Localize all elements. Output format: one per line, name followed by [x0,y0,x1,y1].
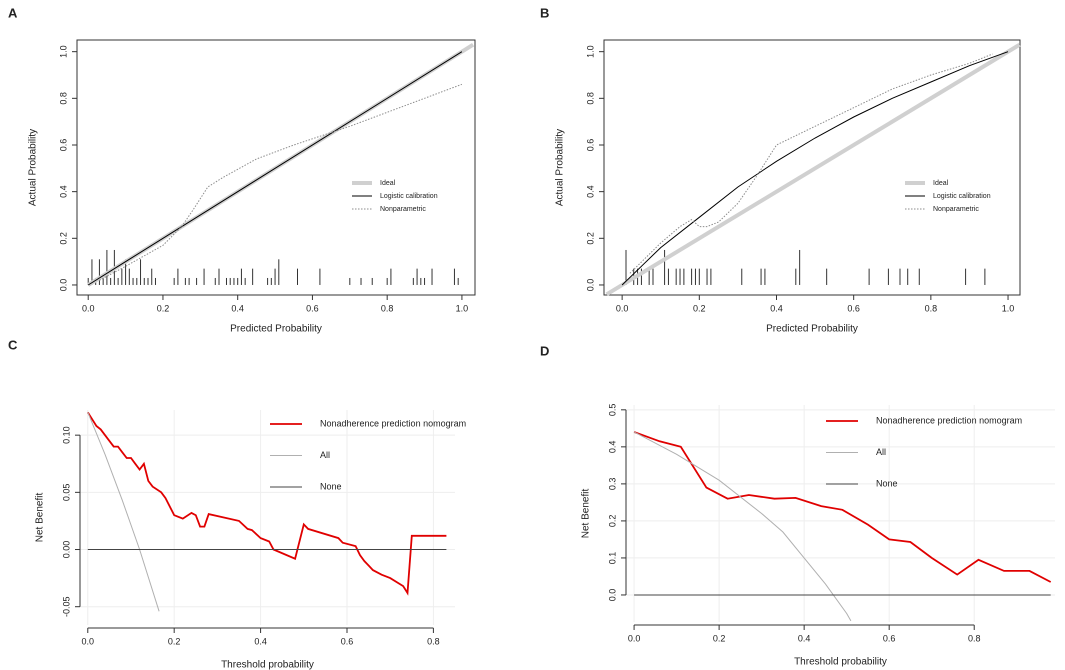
x-tick-label: 0.8 [381,303,394,313]
y-tick-label: 0.4 [585,185,595,198]
x-tick-label: 0.4 [798,633,811,643]
y-tick-label: 0.4 [607,441,617,454]
x-axis-title: Threshold probability [794,657,887,668]
y-tick-label: 0.6 [585,139,595,152]
x-axis-title: Threshold probability [221,660,314,670]
legend-label: All [876,447,886,457]
series-line [87,51,463,286]
y-tick-label: 0.0 [585,279,595,292]
x-tick-label: 0.6 [341,636,354,646]
x-tick-label: 0.4 [770,303,783,313]
y-tick-label: -0.05 [61,596,71,617]
y-tick-label: 0.00 [61,541,71,559]
x-tick-label: 0.8 [427,636,440,646]
x-tick-label: 0.6 [883,633,896,643]
y-tick-label: 0.4 [58,185,68,198]
legend-label: None [320,481,342,491]
series-line [605,42,1021,297]
x-tick-label: 1.0 [1002,303,1015,313]
y-tick-label: 0.10 [61,426,71,444]
x-tick-label: 0.8 [925,303,938,313]
y-tick-label: 0.1 [607,552,617,565]
y-tick-label: 0.6 [58,139,68,152]
x-tick-label: 0.2 [168,636,181,646]
y-axis-title: Net Benefit [581,489,592,539]
x-tick-label: 0.2 [157,303,170,313]
legend-label: Nonparametric [933,206,979,213]
y-axis-title: Actual Probability [555,129,566,206]
y-tick-label: 0.05 [61,484,71,502]
series-line [629,53,993,274]
panel-label: C [8,337,18,352]
y-axis-title: Actual Probability [28,129,39,206]
x-tick-label: 0.0 [82,636,95,646]
legend-label: Nonparametric [380,206,426,213]
y-tick-label: 0.2 [607,515,617,528]
panel-label: D [540,343,549,358]
legend-label: Nonadherence prediction nomogram [320,418,466,428]
legend-label: None [876,478,898,488]
legend-label: Nonadherence prediction nomogram [876,415,1022,425]
y-tick-label: 0.2 [58,232,68,245]
x-tick-label: 0.6 [306,303,319,313]
x-tick-label: 0.2 [693,303,706,313]
legend-label: All [320,450,330,460]
panel-label: B [540,5,549,20]
x-tick-label: 0.4 [231,303,244,313]
series-line [621,51,1009,286]
y-tick-label: 1.0 [585,45,595,58]
panel-label: A [8,5,18,20]
series-line [87,412,160,612]
x-tick-label: 0.2 [713,633,726,643]
x-axis-title: Predicted Probability [230,324,322,335]
y-tick-label: 0.0 [58,279,68,292]
legend-label: Ideal [380,180,396,187]
legend-label: Logistic calibration [380,193,438,200]
y-tick-label: 0.2 [585,232,595,245]
y-tick-label: 0.8 [585,92,595,105]
series-line [633,431,852,622]
x-tick-label: 0.4 [254,636,267,646]
x-tick-label: 0.0 [628,633,641,643]
series-line [633,431,1052,583]
y-tick-label: 1.0 [58,45,68,58]
x-tick-label: 0.0 [82,303,95,313]
legend-label: Logistic calibration [933,193,991,200]
x-tick-label: 0.0 [616,303,629,313]
y-tick-label: 0.3 [607,478,617,491]
x-tick-label: 1.0 [456,303,469,313]
x-axis-title: Predicted Probability [766,324,858,335]
y-tick-label: 0.0 [607,589,617,602]
x-tick-label: 0.8 [968,633,981,643]
y-tick-label: 0.5 [607,404,617,417]
series-line [87,411,447,596]
legend-label: Ideal [933,180,949,187]
x-tick-label: 0.6 [847,303,860,313]
series-line [99,83,463,281]
y-axis-title: Net Benefit [35,493,46,543]
y-tick-label: 0.8 [58,92,68,105]
